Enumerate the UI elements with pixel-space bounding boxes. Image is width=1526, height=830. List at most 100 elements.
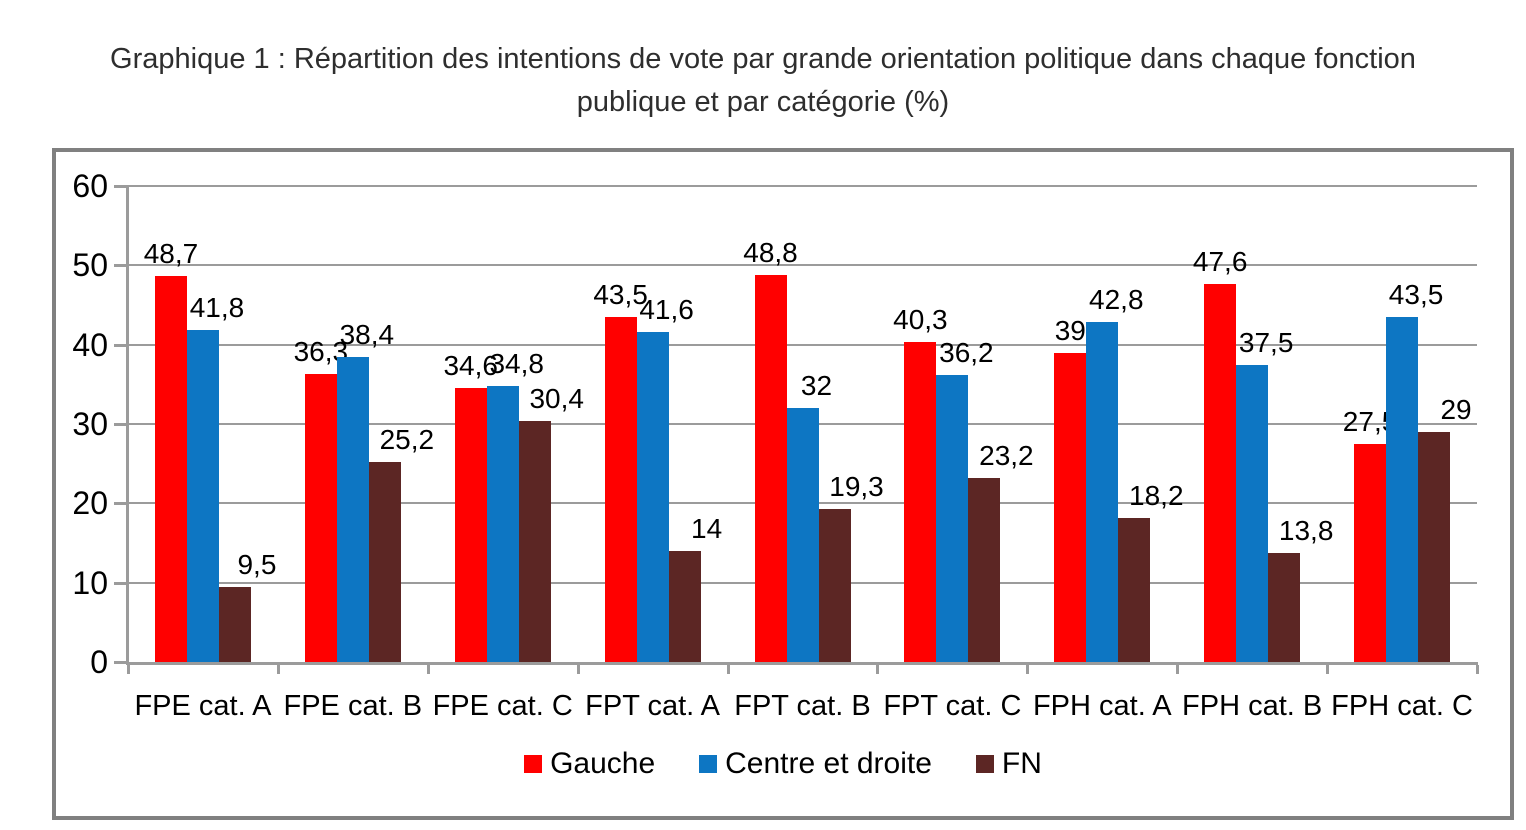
y-tick-50 (114, 264, 128, 268)
bar-fn-fpe-cat-a (218, 586, 251, 662)
x-axis-label-fpt-cat-b: FPT cat. B (734, 690, 871, 722)
bar-fn-fpe-cat-c (518, 420, 551, 662)
bar-label-centre-et-droite-fph-cat-a: 42,8 (1089, 284, 1144, 316)
gridline-60 (128, 185, 1477, 187)
bar-label-centre-et-droite-fpt-cat-a: 41,6 (639, 293, 694, 325)
legend: Gauche Centre et droite FN (56, 748, 1510, 780)
x-tick-5 (876, 665, 880, 674)
x-tick-1 (276, 665, 280, 674)
bar-label-fn-fpt-cat-a: 14 (691, 512, 723, 544)
bar-gauche-fpt-cat-b (754, 274, 787, 662)
x-axis-line (126, 662, 1478, 665)
bar-label-centre-et-droite-fpt-cat-c: 36,2 (939, 336, 994, 368)
bar-fn-fpt-cat-b (818, 508, 851, 662)
bar-label-gauche-fpt-cat-a: 43,5 (593, 278, 648, 310)
y-tick-30 (114, 423, 128, 426)
chart-frame: 0 10 20 30 40 50 60 48,7 41,8 9,5 FPE cat. A 36,3 38… (52, 148, 1514, 820)
bar-label-gauche-fpe-cat-c: 34,6 (443, 349, 498, 381)
bar-label-fn-fpe-cat-a: 9,5 (237, 548, 277, 580)
x-axis-label-fpe-cat-a: FPE cat. A (134, 690, 272, 722)
bar-label-fn-fph-cat-a: 18,2 (1129, 479, 1184, 511)
bar-gauche-fph-cat-c (1354, 443, 1387, 662)
bar-label-fn-fph-cat-c: 29 (1440, 393, 1472, 425)
chart-title: Graphique 1 : Répartition des intentions… (110, 43, 1416, 118)
bar-gauche-fpe-cat-b (304, 374, 337, 662)
x-axis-label-fph-cat-c: FPH cat. C (1331, 690, 1473, 722)
bar-label-centre-et-droite-fph-cat-c: 43,5 (1388, 278, 1444, 310)
bar-gauche-fpt-cat-c (904, 342, 937, 662)
bar-label-fn-fph-cat-b: 13,8 (1278, 514, 1334, 546)
bar-label-fn-fpt-cat-b: 19,3 (829, 470, 884, 502)
legend-swatch-centre-et-droite (699, 755, 718, 773)
bar-label-centre-et-droite-fpe-cat-b: 38,4 (339, 319, 395, 351)
x-tick-8 (1326, 665, 1330, 674)
bar-label-fn-fpe-cat-c: 30,4 (529, 382, 584, 414)
bar-label-gauche-fph-cat-b: 47,6 (1192, 246, 1248, 278)
bar-label-centre-et-droite-fpt-cat-b: 32 (800, 370, 833, 402)
bar-fn-fph-cat-a (1118, 517, 1151, 662)
y-tick-0 (114, 661, 128, 664)
y-axis-label-0: 0 (90, 644, 108, 680)
y-axis-label-10: 10 (72, 564, 108, 601)
bar-gauche-fph-cat-a (1054, 352, 1087, 662)
bar-centre-et-droite-fpt-cat-c (936, 374, 969, 662)
legend-label-fn: FN (1001, 747, 1042, 780)
x-tick-4 (726, 665, 730, 674)
bar-label-gauche-fpt-cat-b: 48,8 (743, 236, 798, 268)
x-axis-label-fph-cat-b: FPH cat. B (1182, 690, 1323, 722)
bar-fn-fpt-cat-c (968, 477, 1001, 662)
bar-centre-et-droite-fpe-cat-c (486, 385, 519, 662)
bar-centre-et-droite-fpt-cat-a (636, 331, 669, 662)
x-tick-6 (1026, 665, 1030, 674)
y-tick-60 (114, 185, 128, 188)
bar-fn-fpt-cat-a (668, 550, 701, 662)
legend-item-fn: FN (975, 747, 1042, 780)
x-tick-7 (1176, 665, 1180, 674)
legend-label-gauche: Gauche (550, 747, 656, 780)
bar-centre-et-droite-fph-cat-a (1086, 322, 1119, 662)
y-tick-20 (114, 502, 128, 506)
legend-swatch-fn (975, 755, 994, 773)
bar-centre-et-droite-fph-cat-b (1236, 364, 1269, 662)
x-axis-label-fph-cat-a: FPH cat. A (1032, 690, 1172, 722)
legend-item-gauche: Gauche (524, 748, 655, 780)
y-tick-40 (114, 343, 128, 347)
bar-centre-et-droite-fpt-cat-b (786, 408, 819, 662)
y-axis-label-50: 50 (72, 247, 108, 284)
gridline-50 (128, 264, 1477, 267)
bar-label-fn-fpt-cat-c: 23,2 (979, 439, 1034, 471)
bar-fn-fpe-cat-b (368, 462, 401, 662)
bar-fn-fph-cat-c (1418, 431, 1451, 662)
bar-label-gauche-fpt-cat-c: 40,3 (893, 304, 948, 336)
gridline-40 (128, 343, 1477, 346)
bar-centre-et-droite-fpe-cat-b (336, 357, 369, 662)
y-axis-label-20: 20 (72, 485, 108, 522)
x-tick-3 (576, 665, 580, 674)
x-axis-label-fpe-cat-b: FPE cat. B (283, 690, 423, 722)
bar-label-gauche-fph-cat-a: 39 (1054, 314, 1086, 346)
bar-label-centre-et-droite-fph-cat-b: 37,5 (1238, 326, 1294, 358)
bar-gauche-fph-cat-b (1204, 284, 1237, 662)
y-axis-label-60: 60 (72, 168, 108, 204)
bar-centre-et-droite-fph-cat-c (1386, 316, 1419, 662)
legend-label-centre-et-droite: Centre et droite (725, 747, 932, 780)
plot-area: 0 10 20 30 40 50 60 48,7 41,8 9,5 FPE cat. A 36,3 38… (56, 152, 1510, 816)
x-axis-label-fpe-cat-c: FPE cat. C (432, 690, 573, 722)
legend-swatch-gauche (524, 755, 543, 773)
bar-fn-fph-cat-b (1268, 552, 1301, 662)
bar-label-centre-et-droite-fpe-cat-a: 41,8 (189, 292, 245, 324)
x-tick-0 (127, 665, 130, 674)
x-tick-9 (1476, 665, 1479, 674)
bar-gauche-fpe-cat-c (454, 387, 487, 662)
y-axis-line (126, 186, 129, 665)
x-axis-label-fpt-cat-c: FPT cat. C (883, 690, 1022, 722)
x-axis-label-fpt-cat-a: FPT cat. A (585, 690, 721, 722)
legend-item-centre-et-droite: Centre et droite (699, 748, 932, 780)
x-tick-2 (426, 665, 430, 674)
bar-label-fn-fpe-cat-b: 25,2 (379, 424, 435, 456)
bar-label-gauche-fpe-cat-a: 48,7 (143, 237, 199, 269)
bar-gauche-fpe-cat-a (154, 275, 187, 662)
y-axis-label-30: 30 (72, 406, 108, 442)
y-tick-10 (114, 581, 128, 585)
y-axis-label-40: 40 (72, 326, 108, 363)
